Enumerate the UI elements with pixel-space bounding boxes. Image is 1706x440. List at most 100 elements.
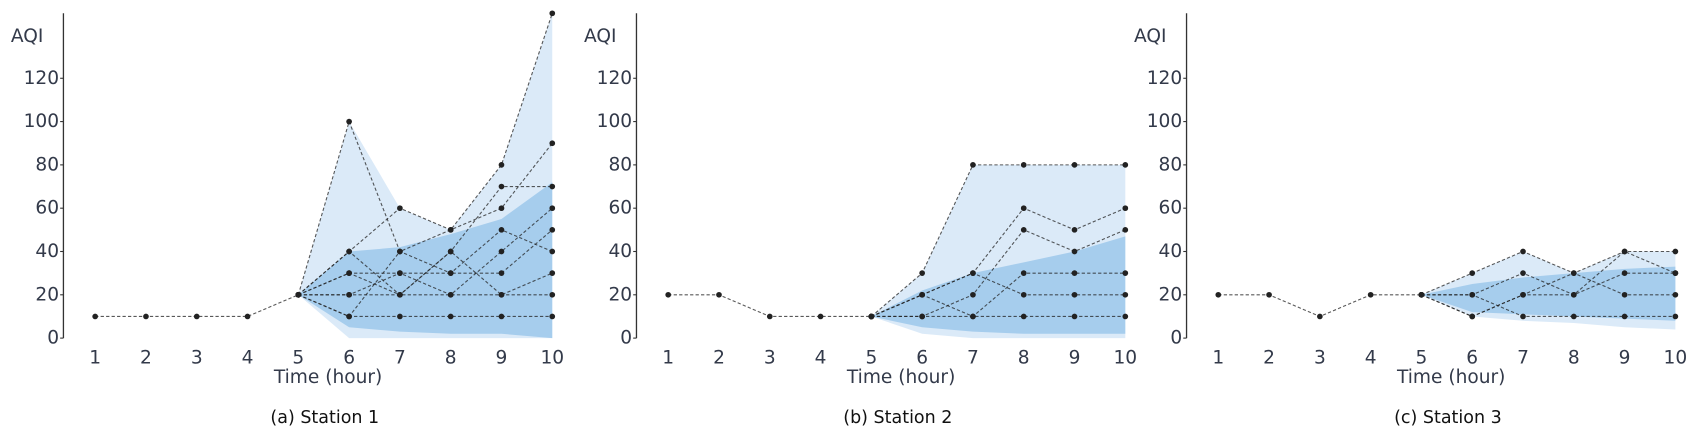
data-point	[1621, 248, 1628, 255]
data-point	[1672, 248, 1679, 255]
trajectory-line	[871, 164, 1126, 317]
x-tick-label: 1	[662, 347, 674, 368]
data-point	[549, 226, 556, 233]
data-point	[1071, 226, 1078, 233]
data-point	[397, 205, 403, 212]
data-point	[1071, 248, 1078, 255]
data-point	[1520, 313, 1526, 320]
x-tick-label: 8	[1568, 347, 1580, 368]
x-axis-title: Time (hour)	[273, 367, 382, 388]
data-point	[498, 270, 505, 276]
trajectory-line	[95, 294, 299, 318]
y-tick-label: 80	[35, 154, 59, 175]
x-axis-title: Time (hour)	[1396, 367, 1505, 388]
data-point	[1215, 291, 1222, 298]
data-point	[447, 248, 454, 255]
data-point	[1020, 313, 1027, 320]
data-point	[397, 248, 403, 255]
data-point	[295, 291, 302, 298]
x-tick-label: 6	[916, 347, 928, 368]
data-point	[346, 118, 352, 125]
data-point	[397, 291, 403, 298]
y-tick-label: 20	[608, 284, 632, 305]
data-point	[1122, 205, 1129, 212]
y-tick-label: 120	[24, 68, 59, 89]
y-tick-label: 0	[1170, 328, 1182, 349]
trajectory-line	[1218, 294, 1422, 318]
data-point	[919, 313, 925, 320]
data-point	[1122, 291, 1129, 298]
data-point	[1020, 270, 1027, 276]
x-axis-title: Time (hour)	[846, 367, 955, 388]
y-axis-title: AQI	[1134, 26, 1166, 47]
uncertainty-band	[298, 182, 553, 339]
data-point	[817, 313, 824, 320]
data-point	[346, 291, 352, 298]
panel-title: (b) Station 2	[843, 408, 952, 428]
data-point	[1122, 226, 1129, 233]
data-point	[447, 313, 454, 320]
y-tick-label: 80	[608, 154, 632, 175]
uncertainty-band	[1421, 266, 1676, 321]
y-axis-title: AQI	[584, 26, 616, 47]
data-point	[1621, 313, 1628, 320]
x-tick-label: 9	[1069, 347, 1081, 368]
y-tick-label: 100	[597, 111, 632, 132]
data-point	[1520, 248, 1526, 255]
x-tick-label: 1	[1212, 347, 1224, 368]
trajectory-line	[298, 207, 553, 296]
data-point	[498, 226, 505, 233]
trajectory-line	[1421, 250, 1676, 296]
data-point	[1367, 291, 1374, 298]
data-point	[92, 313, 99, 320]
data-point	[970, 313, 976, 320]
data-point	[1071, 313, 1078, 320]
data-point	[1469, 291, 1476, 298]
trajectory-line	[297, 13, 553, 295]
trajectory-line	[871, 272, 1126, 317]
data-point	[498, 162, 505, 168]
data-point	[447, 270, 454, 276]
data-point	[919, 291, 925, 298]
uncertainty-band	[871, 236, 1126, 334]
x-tick-label: 5	[1416, 347, 1428, 368]
data-point	[1317, 313, 1323, 320]
y-tick-label: 80	[1159, 154, 1183, 175]
data-point	[549, 270, 556, 276]
y-tick-label: 100	[1147, 111, 1182, 132]
x-tick-label: 1	[89, 347, 101, 368]
data-point	[549, 313, 556, 320]
x-tick-label: 3	[764, 347, 776, 368]
data-point	[193, 313, 200, 320]
x-tick-label: 6	[1466, 347, 1478, 368]
y-tick-label: 120	[1147, 68, 1182, 89]
y-tick-label: 40	[35, 241, 59, 262]
data-point	[244, 313, 251, 320]
data-point	[919, 270, 925, 276]
y-tick-label: 0	[620, 328, 632, 349]
x-tick-label: 2	[140, 347, 152, 368]
data-point	[549, 248, 556, 255]
data-point	[1570, 291, 1577, 298]
data-point	[868, 313, 875, 320]
data-point	[1266, 291, 1272, 298]
panel: 0 20 40 60 80 100 120 1 2 3 4 5 6 7 8 9 10 AQI Time (hour)…	[584, 13, 1137, 428]
data-point	[346, 313, 352, 320]
data-point	[346, 248, 352, 255]
data-point	[1020, 226, 1027, 233]
trajectory-line	[871, 229, 1126, 318]
x-tick-label: 10	[1113, 347, 1137, 368]
data-point	[1122, 270, 1129, 276]
data-point	[1570, 270, 1577, 276]
data-point	[447, 291, 454, 298]
data-point	[1672, 313, 1679, 320]
data-point	[1071, 162, 1078, 168]
x-tick-label: 10	[1664, 347, 1688, 368]
trajectory-line	[1421, 250, 1676, 318]
y-tick-label: 60	[608, 198, 632, 219]
data-point	[1122, 162, 1129, 168]
y-tick-label: 20	[1159, 284, 1183, 305]
data-point	[970, 162, 976, 168]
data-point	[498, 291, 505, 298]
